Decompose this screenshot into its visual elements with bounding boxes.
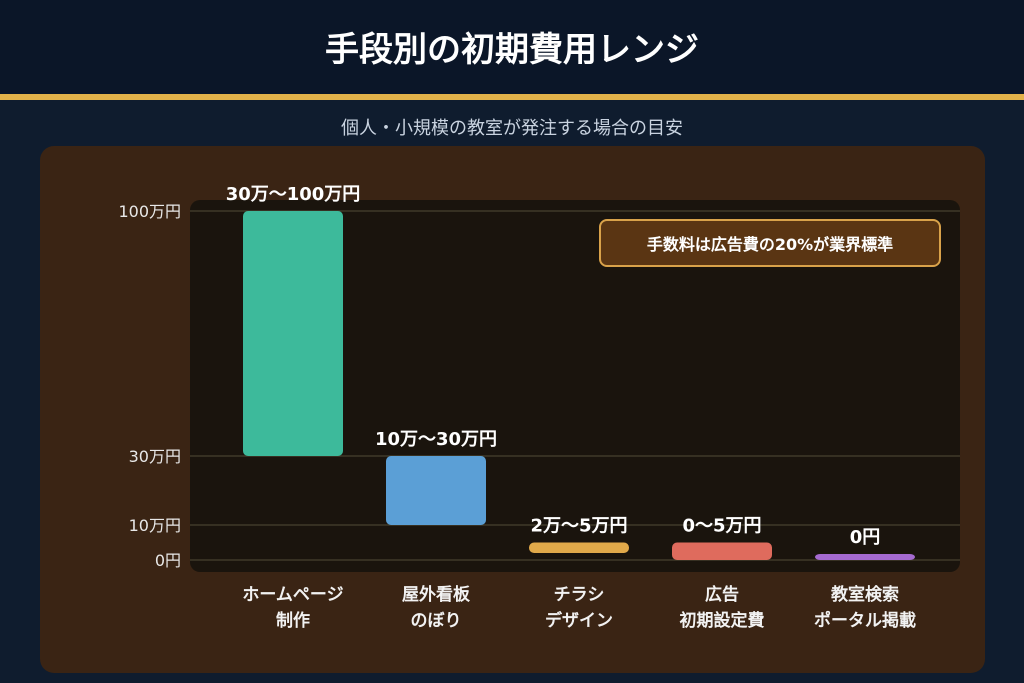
- x-category-label-line2: 制作: [276, 611, 310, 631]
- x-category-label-line2: ポータル掲載: [814, 611, 916, 631]
- x-category-label: ホームページ 制作: [218, 582, 368, 634]
- page-subtitle: 個人・小規模の教室が発注する場合の目安: [341, 118, 683, 139]
- fee-note-badge: 手数料は広告費の20%が業界標準: [599, 219, 941, 267]
- bar-value-label: 30万〜100万円: [226, 184, 361, 205]
- bar-value-label: 2万〜5万円: [530, 516, 627, 537]
- x-category-label: 広告 初期設定費: [647, 582, 797, 634]
- x-category-label-line1: 広告: [705, 585, 739, 605]
- bar-value-label: 10万〜30万円: [375, 429, 497, 450]
- x-category-label-line1: 屋外看板: [402, 585, 470, 605]
- y-tick-label: 10万円: [129, 516, 181, 535]
- bar: [672, 542, 772, 560]
- bar-value-label: 0〜5万円: [682, 516, 761, 537]
- bar-value-label: 0円: [850, 527, 881, 548]
- x-category-label: 教室検索ポータル掲載: [790, 582, 940, 634]
- x-category-label-line1: ホームページ: [242, 585, 344, 605]
- x-category-label: 屋外看板 のぼり: [361, 582, 511, 634]
- page-title: 手段別の初期費用レンジ: [325, 30, 699, 70]
- x-category-label-line2: のぼり: [410, 611, 462, 631]
- bar: [529, 542, 629, 553]
- y-tick-label: 100万円: [118, 202, 181, 221]
- header-bar: 手段別の初期費用レンジ: [0, 0, 1024, 96]
- x-category-label-line2: 初期設定費: [679, 611, 765, 631]
- x-category-label: チラシ デザイン: [504, 582, 654, 634]
- y-tick-label: 0円: [155, 551, 181, 570]
- x-category-label-line1: チラシ: [553, 585, 605, 605]
- y-tick-label: 30万円: [129, 447, 181, 466]
- x-category-label-line2: デザイン: [545, 611, 613, 631]
- x-category-label-line1: 教室検索: [831, 585, 899, 605]
- bar: [243, 211, 343, 456]
- plot-area: [190, 200, 960, 572]
- title-divider: [0, 94, 1024, 100]
- bar: [386, 456, 486, 525]
- bar: [815, 554, 915, 560]
